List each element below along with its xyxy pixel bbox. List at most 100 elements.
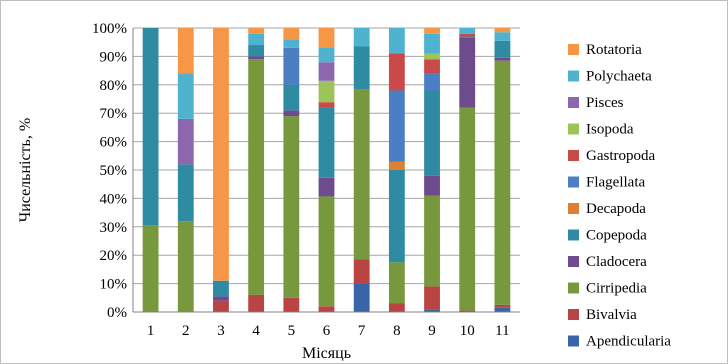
legend-label: Decapoda bbox=[586, 201, 646, 217]
bar-segment bbox=[318, 196, 335, 307]
bar-segment bbox=[494, 40, 511, 58]
y-tick-labels: 0% 10% 20% 30% 40% 50% 60% 70% 80% 90% 100% bbox=[92, 21, 127, 321]
y-tick-label: 60% bbox=[100, 135, 128, 151]
bar-segment bbox=[424, 175, 440, 196]
y-tick-label: 30% bbox=[100, 220, 128, 236]
bar-segment bbox=[213, 28, 229, 281]
bar-segment bbox=[283, 47, 300, 85]
legend: Rotatoria Polychaeta Pisces Isopoda Gastropo… bbox=[568, 42, 671, 350]
legend-swatch bbox=[568, 335, 579, 347]
bar-segment bbox=[142, 225, 159, 312]
y-axis-title: Чисельність, % bbox=[17, 118, 34, 222]
legend-swatch bbox=[568, 97, 579, 108]
bar-segment bbox=[424, 73, 440, 91]
legend-label: Isopoda bbox=[586, 122, 634, 138]
x-tick-label: 9 bbox=[428, 323, 436, 339]
bar-segment bbox=[177, 164, 194, 222]
bar-segment bbox=[177, 28, 194, 74]
legend-swatch bbox=[568, 70, 579, 82]
bar-segment bbox=[494, 57, 511, 61]
bar-segment bbox=[388, 262, 405, 304]
bar-segment bbox=[248, 56, 265, 60]
x-tick-label: 1 bbox=[147, 323, 155, 339]
y-tick-label: 80% bbox=[100, 78, 128, 94]
legend-label: Apendicularia bbox=[586, 334, 671, 350]
bar-segment bbox=[248, 294, 265, 312]
bar-segment bbox=[388, 90, 405, 162]
legend-swatch bbox=[568, 309, 579, 320]
legend-swatch bbox=[568, 229, 579, 241]
x-tick-labels: 1 2 3 4 5 6 7 8 9 10 11 bbox=[147, 323, 510, 339]
bar-segment bbox=[248, 45, 265, 57]
x-tick-label: 4 bbox=[252, 323, 260, 339]
x-tick-label: 11 bbox=[495, 323, 509, 339]
bar-segment bbox=[318, 47, 335, 63]
bar-segment bbox=[248, 59, 265, 295]
bar-segment bbox=[318, 80, 335, 103]
bar-segment bbox=[177, 221, 194, 312]
axes bbox=[132, 28, 520, 313]
bar-segment bbox=[353, 46, 370, 90]
legend-label: Cirripedia bbox=[586, 281, 647, 297]
bar-segment bbox=[353, 89, 370, 260]
bar-segment bbox=[318, 306, 335, 312]
bar-segment bbox=[494, 60, 511, 305]
legend-swatch bbox=[568, 44, 579, 55]
x-tick-label: 7 bbox=[358, 323, 366, 339]
legend-swatch bbox=[568, 256, 579, 267]
legend-swatch bbox=[568, 176, 579, 188]
x-tick-label: 10 bbox=[460, 323, 475, 339]
legend-label: Rotatoria bbox=[586, 42, 642, 58]
bar-segment bbox=[318, 102, 335, 108]
legend-label: Copepoda bbox=[586, 228, 647, 244]
y-tick-label: 20% bbox=[100, 248, 128, 264]
legend-label: Gastropoda bbox=[586, 148, 655, 164]
bar-segment bbox=[248, 28, 265, 34]
y-tick-label: 50% bbox=[100, 163, 128, 179]
bar-segment bbox=[283, 39, 300, 48]
bar-segment bbox=[353, 28, 370, 47]
bar-segment bbox=[459, 36, 476, 38]
bar-segment bbox=[494, 28, 511, 33]
bar-segment bbox=[459, 310, 476, 312]
x-tick-label: 5 bbox=[288, 323, 296, 339]
bar-segment bbox=[318, 28, 335, 48]
bar-segment bbox=[494, 307, 511, 312]
legend-label: Pisces bbox=[586, 95, 624, 111]
bar-segment bbox=[424, 28, 440, 34]
x-tick-label: 8 bbox=[393, 323, 401, 339]
bar-segment bbox=[459, 37, 476, 108]
bar-segment bbox=[424, 53, 440, 60]
legend-label: Flagellata bbox=[586, 175, 645, 191]
legend-label: Bivalvia bbox=[586, 307, 637, 323]
bar-segment bbox=[424, 195, 440, 287]
legend-label: Polychaeta bbox=[586, 69, 652, 85]
bars bbox=[142, 28, 511, 312]
x-tick-label: 3 bbox=[217, 323, 225, 339]
legend-swatch bbox=[568, 150, 579, 161]
x-tick-label: 6 bbox=[323, 323, 331, 339]
y-tick-label: 0% bbox=[107, 305, 127, 321]
bar-segment bbox=[494, 32, 511, 41]
bar-segment bbox=[388, 28, 405, 54]
bar-segment bbox=[318, 107, 335, 178]
bar-segment bbox=[424, 33, 440, 54]
bar-segment bbox=[213, 300, 229, 312]
bar-segment bbox=[248, 33, 265, 46]
bar-segment bbox=[388, 53, 405, 91]
bar-segment bbox=[494, 304, 511, 308]
bar-segment bbox=[424, 59, 440, 74]
bar-segment bbox=[424, 90, 440, 176]
x-axis-title: Місяць bbox=[302, 345, 351, 362]
y-tick-label: 40% bbox=[100, 191, 128, 207]
y-tick-label: 70% bbox=[100, 106, 128, 122]
bar-segment bbox=[177, 118, 194, 165]
legend-swatch bbox=[568, 203, 579, 214]
bar-segment bbox=[459, 107, 476, 311]
bar-segment bbox=[388, 161, 405, 170]
legend-swatch bbox=[568, 282, 579, 294]
y-tick-label: 100% bbox=[92, 21, 127, 37]
bar-segment bbox=[283, 110, 300, 117]
